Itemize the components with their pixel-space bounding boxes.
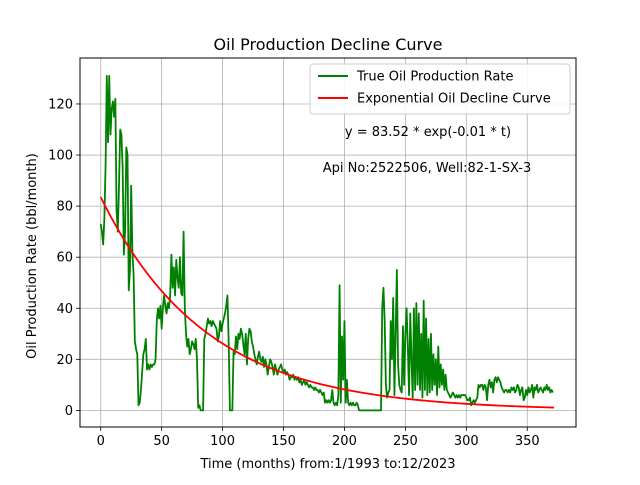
- y-axis-title: Oil Production Rate (bbl/month): [25, 153, 40, 359]
- x-tick-label: 350: [515, 434, 540, 449]
- x-axis-title: Time (months) from:1/1993 to:12/2023: [199, 457, 455, 472]
- well-id-annotation: Api No:2522506, Well:82-1-SX-3: [323, 161, 531, 176]
- legend: True Oil Production Rate Exponential Oil…: [309, 63, 571, 115]
- legend-label-decline-curve: Exponential Oil Decline Curve: [357, 92, 551, 107]
- legend-label-true-rate: True Oil Production Rate: [356, 70, 513, 85]
- series-line-decline-curve: [99, 196, 555, 409]
- y-tick-label: 100: [48, 149, 73, 164]
- series-line-true-rate: [99, 74, 554, 412]
- plot-series: [99, 74, 555, 412]
- y-tick-label: 20: [56, 353, 73, 368]
- x-tick-label: 300: [454, 434, 479, 449]
- y-tick-label: 80: [56, 200, 73, 215]
- x-tick-label: 200: [332, 434, 357, 449]
- legend-box: [309, 63, 571, 115]
- x-tick-label: 0: [97, 434, 105, 449]
- x-tick-label: 100: [210, 434, 235, 449]
- x-tick-label: 250: [393, 434, 418, 449]
- plot-frame: [79, 57, 577, 428]
- fit-equation-annotation: y = 83.52 * exp(-0.01 * t): [345, 125, 511, 140]
- y-tick-label: 40: [56, 302, 73, 317]
- axis-ticks: 0 50 100 150 200 250 300 350 0 20 40 60 80 100 120: [48, 97, 539, 449]
- y-tick-label: 120: [48, 97, 73, 112]
- chart-title: Oil Production Decline Curve: [214, 35, 443, 54]
- x-tick-label: 150: [271, 434, 296, 449]
- y-tick-label: 60: [56, 251, 73, 266]
- y-tick-label: 0: [65, 404, 73, 419]
- x-tick-label: 50: [153, 434, 170, 449]
